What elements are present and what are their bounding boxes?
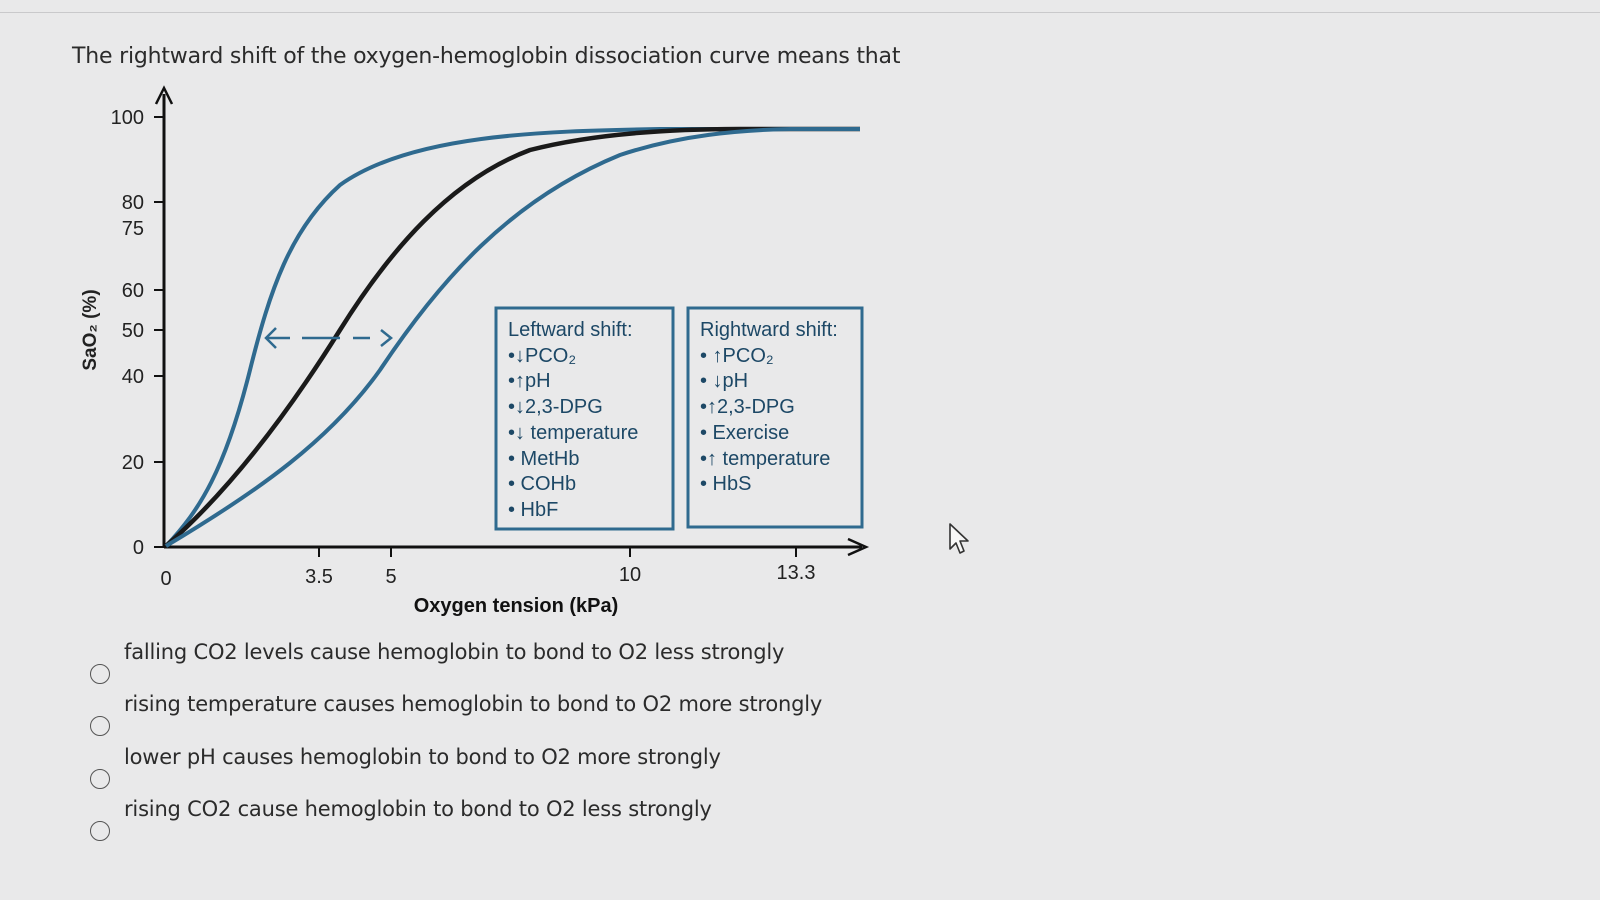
leftward-shift-box: Leftward shift: •↓PCO₂ •↑pH •↓2,3-DPG •↓… <box>494 306 675 531</box>
radio-button[interactable] <box>90 716 110 736</box>
left-shifted-curve <box>164 127 860 548</box>
option-label: rising temperature causes hemoglobin to … <box>124 692 823 716</box>
mouse-pointer-icon <box>949 523 969 554</box>
y-tick-label: 75 <box>122 218 144 240</box>
radio-button[interactable] <box>90 769 110 789</box>
y-tick-label: 80 <box>122 192 144 214</box>
answer-option-1[interactable]: falling CO2 levels cause hemoglobin to b… <box>86 640 906 684</box>
rightward-shift-box: Rightward shift: • ↑PCO₂ • ↓pH •↑2,3-DPG… <box>686 306 864 529</box>
y-axis-arrow <box>154 85 174 105</box>
y-ticks <box>154 116 164 548</box>
x-axis-label: Oxygen tension (kPa) <box>414 595 619 617</box>
right-box-item: • ↓pH <box>700 370 748 392</box>
radio-button[interactable] <box>90 664 110 684</box>
left-box-item: •↓2,3-DPG <box>508 396 603 418</box>
y-tick-label: 40 <box>122 366 144 388</box>
right-box-item: •↑2,3-DPG <box>700 396 795 418</box>
option-label: falling CO2 levels cause hemoglobin to b… <box>124 640 785 664</box>
dissociation-chart: 100 80 75 60 50 40 20 0 SaO₂ (%) 0 3.5 5… <box>80 85 870 617</box>
left-box-title: Leftward shift: <box>508 319 633 341</box>
oxygen-dissociation-figure: 100 80 75 60 50 40 20 0 SaO₂ (%) 0 3.5 5… <box>60 80 900 640</box>
shift-arrows <box>264 327 394 349</box>
right-box-item: •↑ temperature <box>700 448 830 470</box>
left-box-item: •↓ temperature <box>508 422 638 444</box>
question-text: The rightward shift of the oxygen-hemogl… <box>72 44 901 69</box>
x-tick-label: 0 <box>160 568 171 590</box>
right-box-title: Rightward shift: <box>700 319 838 341</box>
y-axis-label: SaO₂ (%) <box>80 289 101 370</box>
top-divider <box>0 12 1600 13</box>
x-tick-label: 10 <box>619 564 641 586</box>
normal-curve <box>164 126 860 548</box>
left-box-item: • HbF <box>508 499 558 521</box>
answer-option-3[interactable]: lower pH causes hemoglobin to bond to O2… <box>86 745 906 789</box>
right-shifted-curve <box>164 127 860 548</box>
option-label: rising CO2 cause hemoglobin to bond to O… <box>124 797 712 821</box>
right-box-item: • HbS <box>700 473 751 495</box>
option-label: lower pH causes hemoglobin to bond to O2… <box>124 745 721 769</box>
y-tick-label: 60 <box>122 280 144 302</box>
answer-option-4[interactable]: rising CO2 cause hemoglobin to bond to O… <box>86 797 906 841</box>
x-ticks <box>318 547 797 557</box>
y-tick-label: 50 <box>122 320 144 342</box>
x-tick-label: 5 <box>385 566 396 588</box>
left-box-item: •↓PCO₂ <box>508 345 576 367</box>
y-tick-label: 0 <box>133 537 144 559</box>
x-tick-label: 3.5 <box>305 566 333 588</box>
radio-button[interactable] <box>90 821 110 841</box>
right-box-item: • Exercise <box>700 422 789 444</box>
x-axis-arrow <box>847 537 870 557</box>
left-box-item: • MetHb <box>508 448 579 470</box>
y-tick-label: 100 <box>111 107 144 129</box>
x-tick-label: 13.3 <box>777 562 816 584</box>
answer-option-2[interactable]: rising temperature causes hemoglobin to … <box>86 692 906 736</box>
left-box-item: •↑pH <box>508 370 551 392</box>
left-box-item: • COHb <box>508 473 576 495</box>
right-box-item: • ↑PCO₂ <box>700 345 774 367</box>
y-tick-label: 20 <box>122 452 144 474</box>
